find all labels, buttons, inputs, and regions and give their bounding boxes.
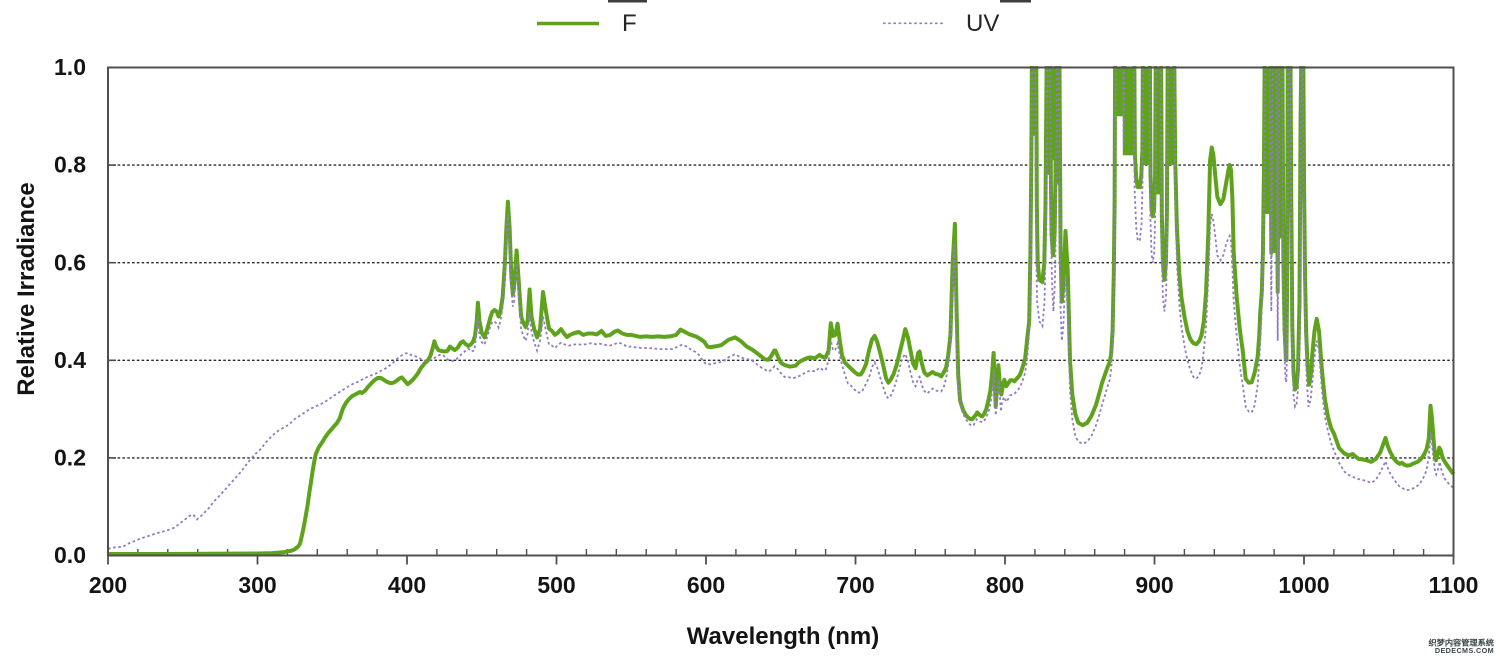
svg-text:0.8: 0.8: [54, 152, 86, 178]
svg-text:F: F: [622, 10, 637, 37]
svg-text:1100: 1100: [1429, 572, 1479, 598]
svg-text:500: 500: [537, 572, 575, 598]
svg-text:0.4: 0.4: [54, 347, 86, 373]
svg-text:0.0: 0.0: [54, 542, 86, 568]
svg-text:Relative Irradiance: Relative Irradiance: [13, 182, 40, 395]
svg-text:DEDECMS.COM: DEDECMS.COM: [1435, 646, 1494, 655]
svg-text:600: 600: [687, 572, 725, 598]
svg-text:800: 800: [986, 572, 1024, 598]
svg-text:Wavelength (nm): Wavelength (nm): [687, 623, 879, 650]
svg-text:900: 900: [1135, 572, 1173, 598]
svg-text:织梦内容管理系统: 织梦内容管理系统: [1428, 638, 1494, 648]
svg-text:UV: UV: [966, 10, 999, 37]
svg-text:400: 400: [388, 572, 426, 598]
svg-text:1000: 1000: [1278, 572, 1329, 598]
svg-text:0.6: 0.6: [54, 249, 86, 275]
svg-text:700: 700: [836, 572, 874, 598]
svg-text:1.0: 1.0: [54, 54, 86, 80]
svg-text:0.2: 0.2: [54, 444, 86, 470]
svg-text:300: 300: [238, 572, 276, 598]
svg-text:200: 200: [89, 572, 127, 598]
